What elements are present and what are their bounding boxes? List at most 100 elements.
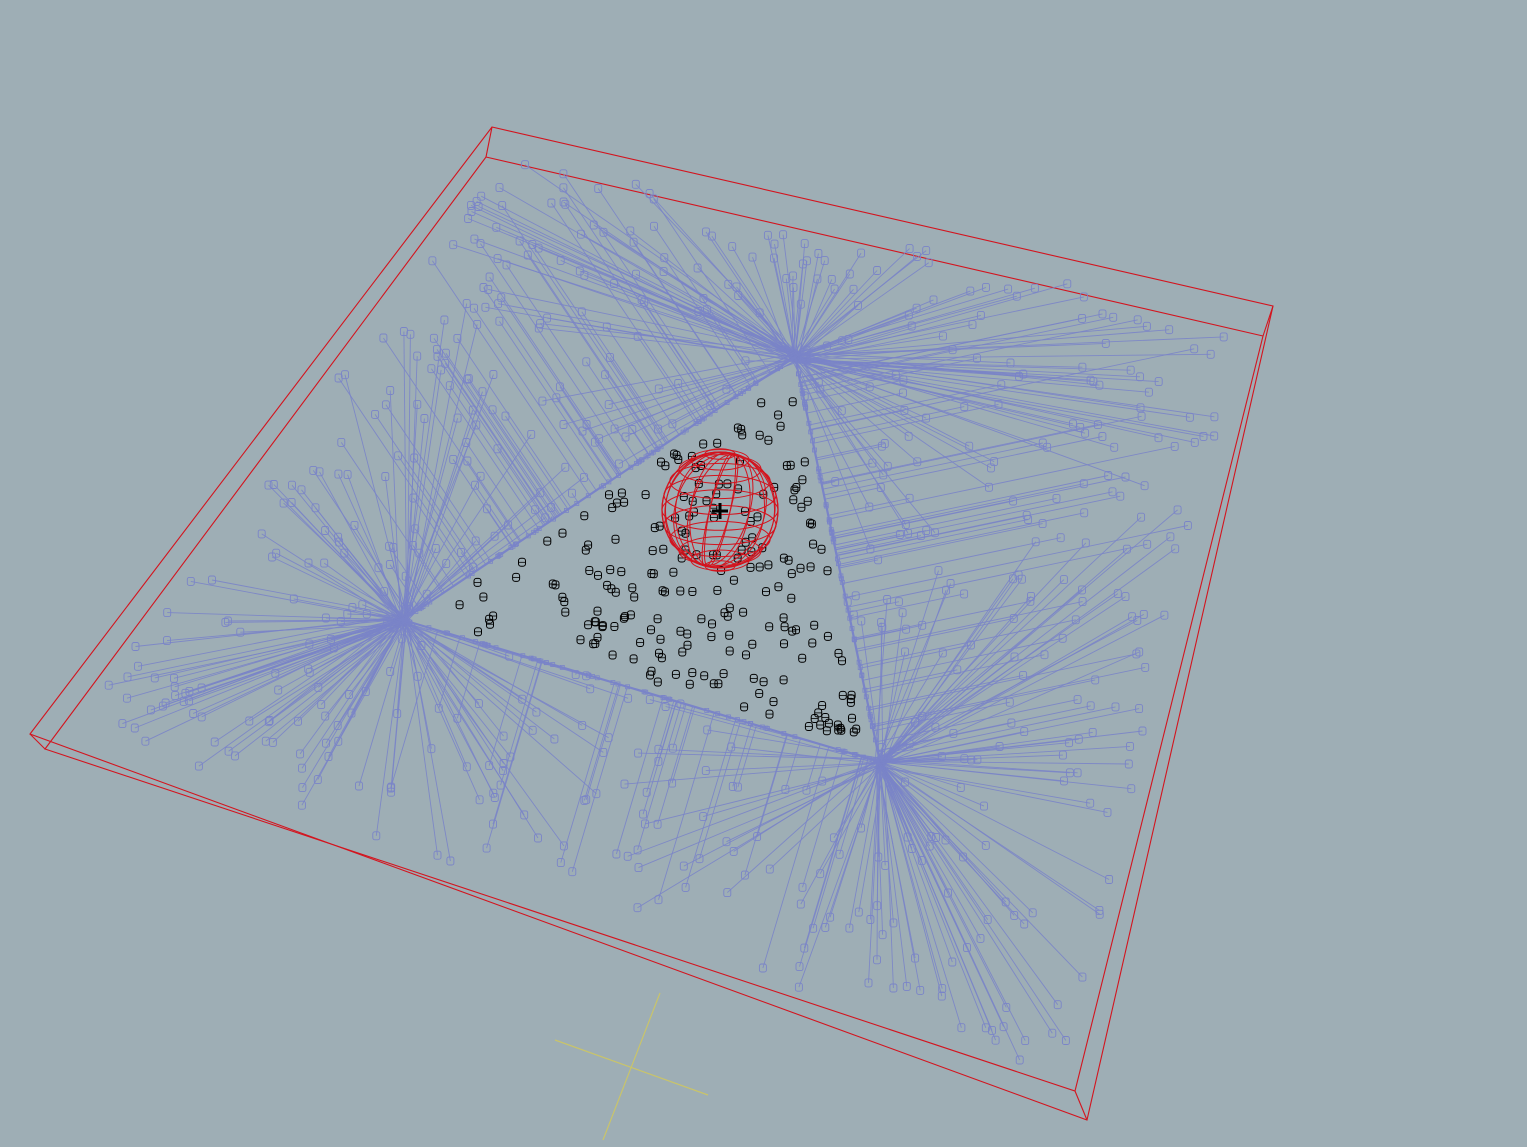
edge-instance-marker [863,694,869,700]
ray-line [293,598,404,621]
instance-box [374,563,383,573]
ray-line [794,352,990,488]
instance-box [1056,533,1065,543]
edge-instance-marker [827,518,832,524]
instance-box [1031,537,1040,547]
instance-box [577,307,586,317]
instance-box [1060,776,1068,786]
instance-box [942,585,951,595]
instance-box [911,953,920,963]
instance-box [904,310,913,320]
instance-box [1006,358,1015,368]
ray-line [344,374,409,620]
edge-instance-marker [839,579,845,585]
instance-box [463,374,472,384]
edge-instance-marker [873,737,878,743]
instance-box [1171,544,1180,554]
instance-box [827,274,836,284]
pivot-cross-icon[interactable] [712,503,728,519]
instance-box [907,321,916,331]
instance-box [1124,759,1133,769]
ray-line [832,483,1084,537]
ray-line [444,363,552,522]
instance-box [304,664,313,674]
instance-box [462,762,471,772]
edge-instance-marker [715,711,721,717]
instance-box [610,424,619,434]
instance-box [433,850,442,860]
instance-box [988,1025,996,1035]
instance-box [809,923,818,933]
instance-box [1065,768,1074,778]
instance-box [386,783,395,793]
ray-line [268,614,401,723]
instance-box [916,985,925,995]
instance-box [1078,313,1087,323]
instance-box [668,778,677,788]
ray-line [473,307,597,491]
ray-line [731,246,796,358]
ray-line [784,738,802,790]
instance-box [1063,279,1072,289]
instance-box [913,457,922,467]
edge-instance-marker [426,625,432,631]
instance-box [559,841,568,851]
instance-box [701,766,710,776]
instance-box [699,812,708,822]
instance-box [901,520,910,529]
instance-box [333,720,342,730]
instance-box [504,520,513,530]
instance-box [917,856,926,866]
ray-line [501,205,664,446]
ray-line [585,684,621,800]
edge-instance-marker [459,635,465,641]
instance-box [703,725,712,735]
instance-box [385,560,394,569]
instance-box [1069,419,1077,429]
instance-box [626,226,635,236]
edge-instance-marker [550,662,556,667]
edge-instance-marker [482,642,488,647]
instance-box [1021,1036,1030,1046]
ray-line [877,764,1083,978]
instance-box [820,256,829,266]
instance-box [329,643,338,653]
sphere-gizmo[interactable] [647,435,794,585]
instance-box [304,558,313,568]
instance-box [245,716,254,726]
instance-box [393,709,402,719]
instance-box [1141,662,1150,672]
instance-box [268,552,277,562]
ray-line [790,353,970,447]
instance-box [623,851,632,861]
instance-box [475,795,484,805]
instance-box [1058,633,1067,643]
instance-box [315,467,324,477]
instance-box [654,424,663,434]
ray-line [822,442,1043,490]
instance-box [543,313,552,323]
inner-instances [455,397,861,737]
instance-box [1185,412,1194,422]
instance-box [462,299,471,309]
instance-box [874,852,883,862]
instance-box [1005,697,1014,707]
instance-box [385,541,394,551]
ray-line [881,763,1007,903]
instance-box [578,426,587,436]
instance-box [877,441,886,451]
ray-line [793,287,796,358]
ray-line [812,757,865,929]
instance-box [381,400,390,410]
instance-box [765,864,774,874]
edge-instance-marker [796,371,801,377]
instance-box [902,624,911,634]
ray-line [338,541,404,622]
ray-line [794,289,854,358]
instance-box [1014,570,1023,580]
ray-line [804,379,904,402]
instance-box [1027,591,1035,601]
instance-box [1127,784,1136,794]
